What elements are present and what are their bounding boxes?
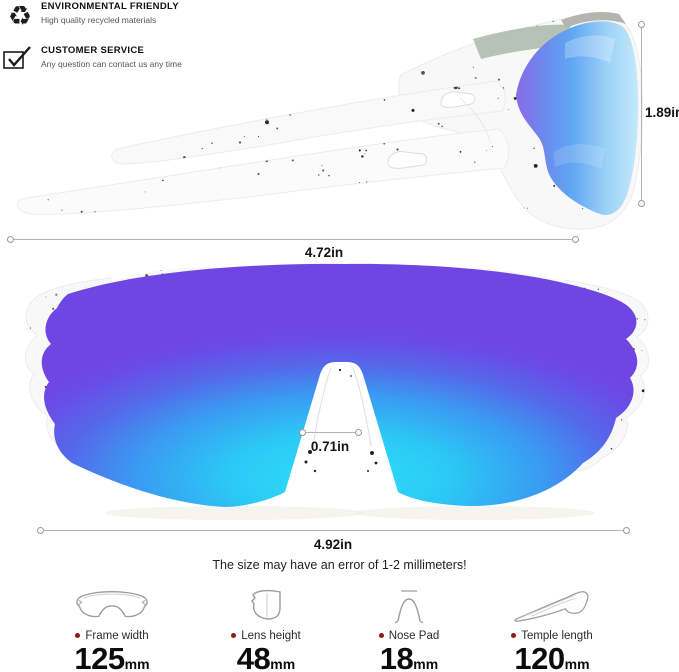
- soft-shadow: [355, 506, 595, 520]
- glasses-front-icon: [72, 586, 152, 624]
- red-bullet-icon: [511, 633, 516, 638]
- spec-nose-pad: Nose Pad 18mm: [339, 584, 479, 672]
- measure-endpoint: [37, 527, 44, 534]
- measure-endpoint: [572, 236, 579, 243]
- temple-vent-slot: [388, 151, 427, 168]
- side-width-measure-line: [10, 239, 576, 240]
- spec-lens-height: Lens height 48mm: [196, 584, 336, 672]
- measure-endpoint: [623, 527, 630, 534]
- red-bullet-icon: [231, 633, 236, 638]
- spec-value: 125mm: [42, 644, 182, 672]
- spec-value: 18mm: [339, 644, 479, 672]
- height-measure-line: [641, 24, 642, 204]
- measure-endpoint: [638, 21, 645, 28]
- front-width-measure-line: [40, 530, 626, 531]
- size-disclaimer: The size may have an error of 1-2 millim…: [0, 558, 679, 572]
- nose-pad-icon: [394, 588, 424, 624]
- soft-shadow: [105, 506, 365, 520]
- temple-icon: [510, 586, 594, 624]
- spec-temple-length: Temple length 120mm: [482, 584, 622, 672]
- height-measure-label: 1.89in: [645, 105, 679, 120]
- red-bullet-icon: [75, 633, 80, 638]
- measure-endpoint: [638, 200, 645, 207]
- measure-endpoint: [7, 236, 14, 243]
- nose-measure-line: [302, 432, 358, 433]
- spec-frame-width: Frame width 125mm: [42, 584, 182, 672]
- measure-endpoint: [299, 429, 306, 436]
- spec-value: 48mm: [196, 644, 336, 672]
- front-lens: [42, 264, 637, 507]
- sunglasses-front-view-photo: [10, 256, 670, 526]
- spec-value: 120mm: [482, 644, 622, 672]
- lens-icon: [246, 588, 286, 624]
- nose-measure-label: 0.71in: [300, 439, 360, 454]
- sunglasses-side-view-photo: [5, 3, 645, 235]
- front-width-measure-label: 4.92in: [301, 537, 365, 552]
- sunglasses-size-infographic: ♻ ENVIRONMENTAL FRIENDLY High quality re…: [0, 0, 679, 672]
- red-bullet-icon: [379, 633, 384, 638]
- measure-endpoint: [355, 429, 362, 436]
